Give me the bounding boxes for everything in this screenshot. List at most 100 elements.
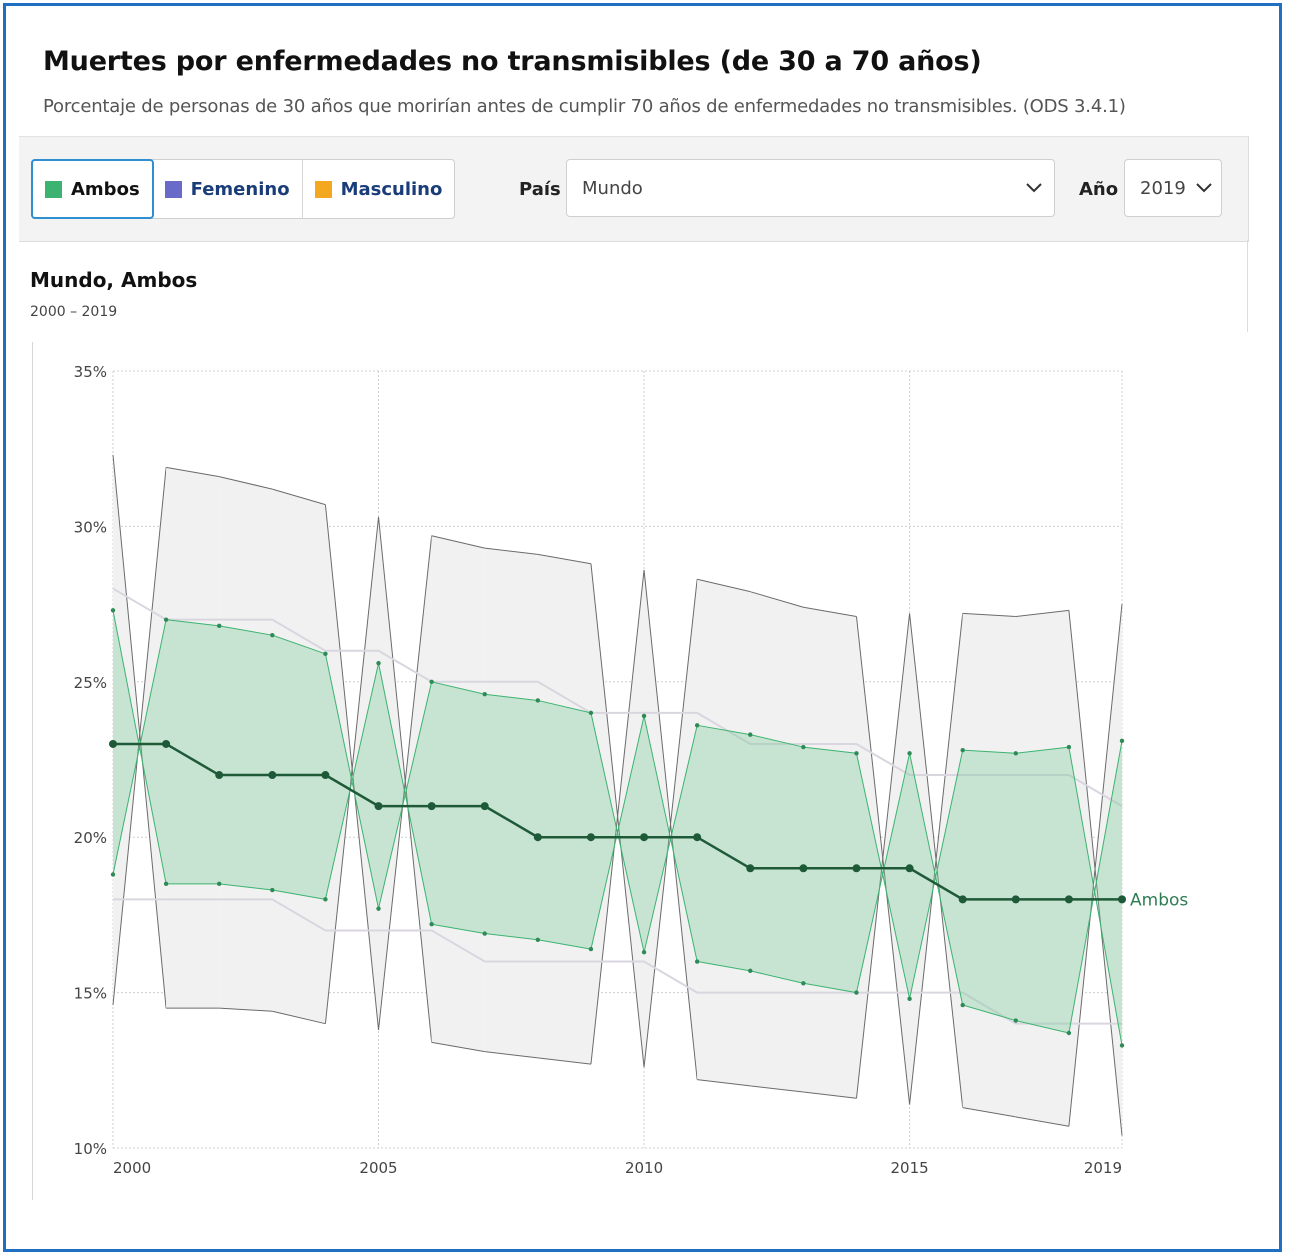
country-select[interactable]: Mundo [566,159,1055,217]
green-lower-edge [431,923,485,935]
grey-band-segment [590,563,618,1065]
country-label: País [519,179,561,200]
green-band-lower-point [748,968,753,974]
legend-swatch-femenino [164,180,182,198]
green-band-lower-point [270,887,275,893]
green-band-segment [803,747,857,993]
grey-upper-edge [166,466,220,478]
sex-option-femenino[interactable]: Femenino [153,160,303,218]
grey-band-segment [325,504,353,1024]
grey-lower-edge [537,1057,592,1065]
green-band-upper-point [376,660,381,666]
green-upper-edge [219,625,273,636]
green-band-segment [139,619,167,884]
y-tick-label: 30% [74,518,107,536]
grey-band-segment [670,579,698,1080]
green-lower-edge [855,753,911,993]
green-band-upper-point [801,744,806,750]
green-band-segment [750,734,804,984]
x-tick-label: 2015 [890,1159,928,1177]
green-band-segment [935,750,963,1006]
chevron-down-icon [1187,183,1221,193]
green-lower-edge [324,663,380,900]
green-band-lower-point [801,981,806,986]
green-band-upper-point [1013,751,1018,756]
green-band-segment [113,610,140,875]
green-band-segment [962,750,1016,1021]
green-lower-edge [219,883,273,891]
green-band-upper-point [323,651,328,657]
controls-bar: Ambos Femenino Masculino País Mundo Año … [19,136,1249,242]
series-point-ambos [799,864,808,873]
green-band-segment [325,653,352,900]
green-upper-edge [909,753,964,1006]
green-band-upper-point [960,747,965,753]
grey-band-segment [219,476,273,1012]
year-select[interactable]: 2019 [1124,159,1222,217]
grey-band-segment [909,613,937,1105]
green-band-lower-point [1119,1043,1125,1048]
green-band-upper-point [748,732,753,737]
green-lower-edge [537,939,592,950]
grey-lower-edge [909,613,964,1105]
grey-lower-edge [697,1079,751,1087]
country-select-value: Mundo [582,177,643,199]
series-point-ambos [321,771,330,780]
chart-heading: Mundo, Ambos [30,268,198,292]
grey-band-segment [405,535,432,1043]
sex-option-label: Masculino [340,178,443,200]
green-band-segment [617,715,645,953]
y-tick-label: 10% [74,1140,107,1158]
green-band-upper-point [854,751,859,756]
grey-band-segment [272,489,326,1024]
green-lower-edge [803,982,857,994]
series-line-ambos [113,742,1122,901]
green-upper-edge [803,746,857,754]
green-band-lower-point [323,897,328,902]
grey-band-segment [644,569,671,1068]
green-upper-edge [431,681,485,695]
sex-option-masculino[interactable]: Masculino [303,160,455,218]
page-subtitle: Porcentaje de personas de 30 años que mo… [43,96,1126,117]
grey-lower-edge [855,613,911,1099]
grey-upper-edge [219,476,273,490]
green-band-segment [670,725,698,962]
grey-upper-edge [855,616,911,1105]
green-band-segment [697,725,751,971]
green-band-upper-point [110,608,116,613]
series-point-ambos [852,864,861,873]
green-band-segment [856,753,883,993]
green-band-upper-point [217,623,222,629]
green-lower-edge [643,725,698,953]
green-lower-edge [484,933,538,941]
series-point-ambos [746,864,755,873]
series-point-ambos [1118,895,1126,904]
green-band-lower-point [482,931,487,936]
grey-upper-edge [431,535,485,549]
grey-band-segment [750,591,804,1093]
grey-band-segment [617,569,645,1068]
green-band-upper-point [588,710,594,716]
series-point-ambos [533,833,542,842]
green-upper-edge [855,753,911,999]
series-end-label: Ambos [1130,890,1188,910]
series-point-ambos [109,739,117,748]
grey-lower-edge [590,569,645,1065]
green-band-upper-point [1066,744,1072,750]
panel-divider [1247,240,1248,332]
green-upper-edge [484,693,538,701]
year-select-value: 2019 [1140,177,1186,199]
grey-upper-edge [697,578,751,593]
legend-swatch-ambos [45,180,62,198]
green-upper-edge [1068,746,1123,1046]
grey-band-segment [882,613,910,1105]
sex-selector: Ambos Femenino Masculino [31,159,456,219]
green-band-lower-point [535,937,541,942]
chevron-down-icon [1014,183,1054,193]
green-band-lower-point [588,946,594,952]
grey-upper-edge [1015,609,1069,618]
sex-option-ambos[interactable]: Ambos [31,159,154,219]
green-band-upper-point [641,713,647,719]
green-lower-edge [378,681,433,909]
grey-band-segment [537,554,591,1065]
